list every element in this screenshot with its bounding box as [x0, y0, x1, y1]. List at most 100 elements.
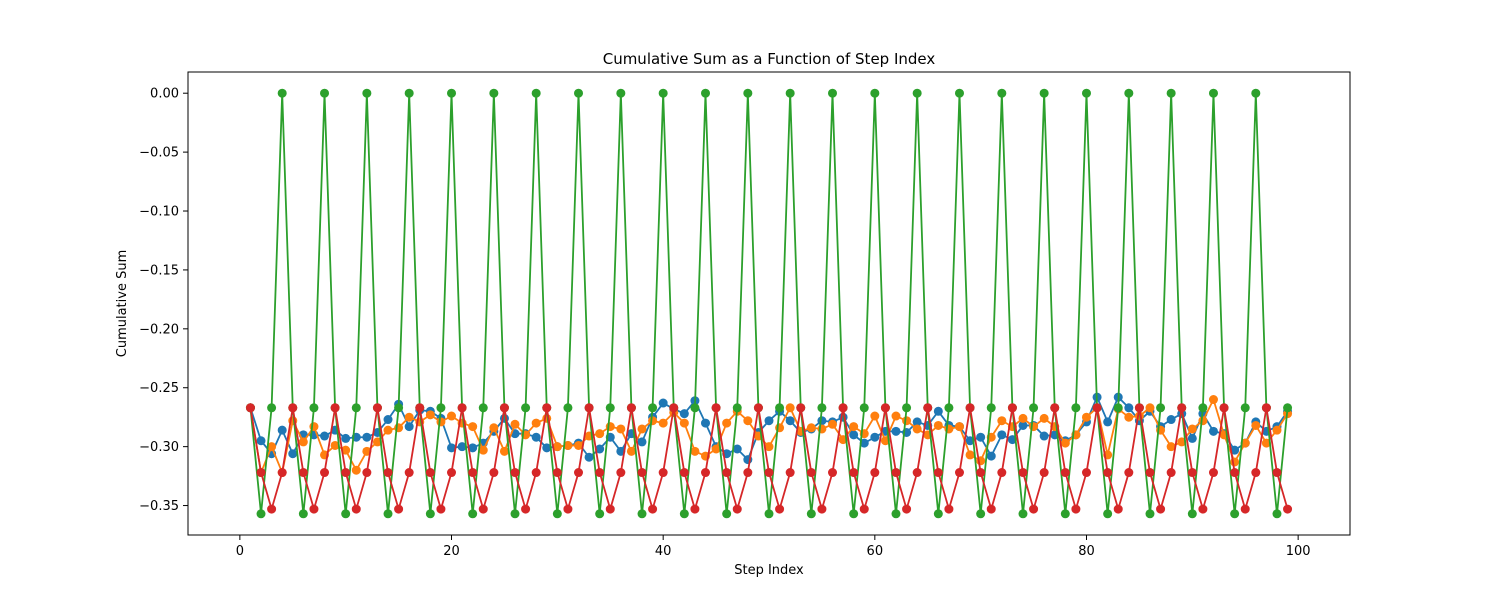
data-point	[563, 403, 573, 413]
x-tick-label: 20	[443, 544, 460, 559]
data-point	[457, 403, 467, 413]
data-point	[785, 416, 795, 426]
data-point	[1251, 468, 1261, 478]
data-point	[595, 509, 605, 519]
data-point	[425, 468, 435, 478]
data-point	[1071, 403, 1081, 413]
data-point	[690, 446, 700, 456]
data-point	[478, 403, 488, 413]
data-point	[245, 403, 255, 413]
data-point	[425, 509, 435, 519]
y-tick-label: −0.35	[139, 499, 179, 514]
data-point	[616, 424, 626, 434]
data-point	[679, 509, 689, 519]
data-point	[383, 425, 393, 435]
data-point	[891, 411, 901, 421]
data-point	[891, 509, 901, 519]
data-point	[679, 409, 689, 419]
data-point	[679, 468, 689, 478]
data-point	[489, 88, 499, 98]
data-point	[912, 417, 922, 427]
data-point	[394, 403, 404, 413]
x-tick-label: 80	[1078, 544, 1095, 559]
data-point	[436, 504, 446, 514]
data-point	[828, 419, 837, 429]
data-point	[859, 438, 869, 448]
data-point	[817, 416, 827, 426]
data-point	[341, 433, 351, 443]
data-point	[298, 437, 308, 447]
data-point	[1240, 504, 1250, 514]
data-point	[267, 442, 277, 452]
data-point	[552, 442, 562, 452]
data-point	[785, 468, 795, 478]
data-point	[849, 430, 859, 440]
data-point	[637, 468, 647, 478]
data-point	[880, 403, 890, 413]
data-point	[1039, 431, 1049, 441]
data-point	[743, 468, 753, 478]
data-point	[806, 468, 816, 478]
data-point	[298, 509, 308, 519]
data-point	[256, 436, 266, 446]
data-point	[701, 88, 710, 98]
data-point	[404, 422, 414, 432]
data-point	[976, 432, 986, 442]
chart-title: Cumulative Sum as a Function of Step Ind…	[603, 50, 936, 68]
data-point	[447, 411, 457, 421]
data-point	[341, 468, 351, 478]
data-point	[1124, 88, 1134, 98]
data-point	[711, 444, 721, 454]
data-point	[298, 468, 308, 478]
data-point	[965, 403, 975, 413]
data-point	[351, 504, 361, 514]
data-point	[1166, 442, 1176, 452]
data-point	[362, 88, 372, 98]
data-point	[1187, 424, 1197, 434]
data-point	[976, 509, 986, 519]
data-point	[701, 468, 710, 478]
data-point	[902, 403, 912, 413]
y-tick-label: −0.10	[139, 205, 179, 220]
data-point	[912, 88, 922, 98]
data-point	[849, 509, 859, 519]
data-point	[531, 432, 541, 442]
data-point	[1060, 509, 1070, 519]
data-point	[531, 88, 541, 98]
x-tick-label: 100	[1286, 544, 1311, 559]
data-point	[891, 426, 901, 436]
data-point	[870, 411, 880, 421]
data-point	[1187, 468, 1197, 478]
data-point	[404, 412, 414, 422]
data-point	[320, 468, 330, 478]
data-point	[764, 509, 774, 519]
data-point	[330, 403, 340, 413]
data-point	[944, 504, 954, 514]
data-point	[1166, 468, 1176, 478]
y-tick-label: −0.05	[139, 146, 179, 161]
data-point	[817, 504, 827, 514]
data-point	[277, 88, 287, 98]
data-point	[1029, 422, 1039, 432]
data-point	[637, 437, 647, 447]
plot-area	[187, 71, 1351, 536]
data-point	[277, 468, 287, 478]
data-point	[997, 416, 1007, 426]
data-point	[1230, 445, 1240, 455]
y-tick-label: 0.00	[150, 87, 179, 102]
data-point	[1007, 403, 1017, 413]
data-point	[288, 449, 298, 459]
data-point	[1081, 88, 1091, 98]
data-point	[997, 430, 1007, 440]
data-point	[436, 403, 446, 413]
data-point	[658, 418, 668, 428]
data-point	[574, 440, 584, 450]
data-point	[1177, 437, 1187, 447]
data-point	[478, 445, 488, 455]
data-point	[457, 442, 467, 452]
data-point	[1219, 403, 1229, 413]
data-point	[722, 468, 732, 478]
data-point	[954, 88, 964, 98]
data-point	[415, 403, 425, 413]
y-tick-label: −0.25	[139, 381, 179, 396]
